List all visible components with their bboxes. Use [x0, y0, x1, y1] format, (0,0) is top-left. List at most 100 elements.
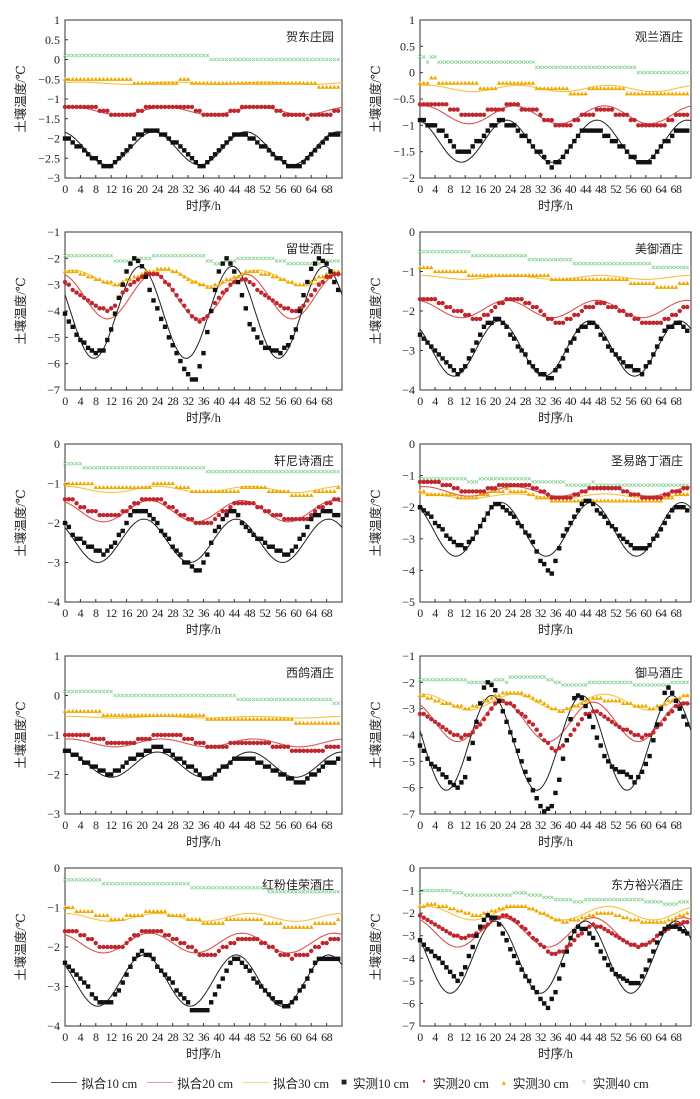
point-m40	[293, 697, 298, 702]
point-m40	[317, 57, 321, 62]
point-m40	[515, 675, 520, 679]
point-m20	[572, 312, 577, 318]
point-m30	[492, 489, 498, 493]
point-m10	[598, 332, 603, 337]
point-m30	[639, 498, 645, 503]
y-tick-label: −0.5	[38, 72, 60, 86]
point-m40	[286, 889, 291, 894]
point-m30	[425, 695, 430, 700]
y-tick-label: −3	[47, 807, 60, 821]
point-m10	[205, 1008, 210, 1013]
point-m40	[159, 465, 164, 470]
point-m20	[66, 497, 72, 502]
point-m10	[120, 764, 125, 769]
point-m40	[82, 53, 87, 58]
point-m20	[328, 744, 333, 750]
point-m40	[628, 261, 633, 266]
point-m10	[285, 1004, 291, 1009]
point-m10	[425, 123, 430, 128]
point-m30	[97, 76, 102, 81]
point-m10	[116, 768, 122, 773]
point-m30	[281, 924, 287, 929]
point-m20	[108, 112, 114, 118]
point-m40	[267, 57, 271, 62]
point-m30	[624, 701, 630, 705]
point-m40	[508, 60, 513, 65]
point-m30	[489, 908, 494, 913]
point-m30	[328, 271, 333, 276]
point-m40	[63, 461, 67, 466]
y-tick-label: −5	[47, 330, 60, 344]
x-tick-label: 48	[595, 394, 607, 408]
point-m40	[128, 881, 133, 886]
point-m40	[136, 881, 140, 886]
point-m40	[625, 483, 629, 487]
panel-2: 1 0.5 0 −0.5 −1 −1.5 −2 0 4 8 12 16 20 24 28 32 36 40 44 48…	[350, 0, 700, 213]
point-m30	[590, 86, 596, 91]
x-tick-label: 16	[475, 606, 487, 620]
point-m20	[328, 112, 333, 118]
point-m20	[297, 112, 302, 118]
point-m40	[332, 469, 337, 474]
fit-line-10cm	[64, 954, 343, 1007]
point-m30	[579, 91, 585, 96]
point-m10	[685, 931, 690, 936]
point-m40	[681, 265, 686, 270]
point-m20	[112, 512, 118, 518]
point-m30	[651, 919, 656, 924]
point-m10	[669, 508, 675, 513]
point-m10	[212, 992, 218, 997]
x-tick-label: 60	[640, 818, 652, 832]
point-m20	[636, 492, 641, 497]
point-m40	[193, 253, 198, 258]
point-m20	[135, 108, 141, 114]
point-m10	[605, 759, 611, 764]
point-m10	[515, 960, 521, 965]
point-m10	[417, 332, 423, 337]
point-m30	[485, 86, 491, 91]
point-m30	[425, 492, 430, 497]
point-m10	[278, 548, 283, 553]
point-m20	[212, 112, 218, 118]
point-m30	[258, 916, 264, 921]
point-m20	[647, 495, 652, 500]
panel-6: 0 −1 −2 −3 −4 −5 0 4 8 12 16 20 24 28 32 36 40 44 48 52 56 60…	[350, 424, 700, 637]
point-m40	[270, 469, 275, 474]
point-m40	[519, 253, 524, 258]
point-m40	[336, 701, 341, 706]
point-m40	[474, 893, 479, 897]
point-m10	[508, 730, 513, 735]
point-m20	[220, 744, 225, 750]
point-m20	[493, 304, 498, 310]
point-m40	[587, 261, 592, 266]
point-m30	[66, 905, 72, 910]
x-tick-label: 0	[417, 818, 423, 832]
point-m20	[628, 492, 633, 497]
point-m20	[613, 722, 618, 727]
point-m20	[285, 744, 291, 750]
point-m20	[511, 296, 517, 302]
point-m20	[201, 316, 206, 322]
point-m20	[609, 486, 615, 491]
point-m40	[527, 675, 532, 679]
y-tick-label: −3	[402, 929, 415, 943]
point-m10	[251, 532, 256, 538]
point-m30	[66, 708, 72, 713]
point-m40	[647, 683, 652, 687]
point-m10	[557, 160, 562, 165]
point-m40	[632, 683, 637, 687]
point-m30	[112, 916, 118, 921]
point-m30	[293, 720, 299, 725]
point-m30	[116, 485, 122, 490]
point-m20	[158, 497, 164, 502]
point-m20	[158, 929, 164, 934]
point-m10	[500, 931, 506, 936]
point-m10	[228, 508, 233, 514]
y-tick-label: −2.5	[38, 151, 60, 165]
x-tick-label: 56	[625, 818, 637, 832]
point-m20	[139, 929, 145, 934]
point-m30	[255, 916, 260, 921]
point-m30	[523, 80, 528, 85]
point-m30	[85, 909, 91, 914]
point-m20	[247, 104, 252, 110]
